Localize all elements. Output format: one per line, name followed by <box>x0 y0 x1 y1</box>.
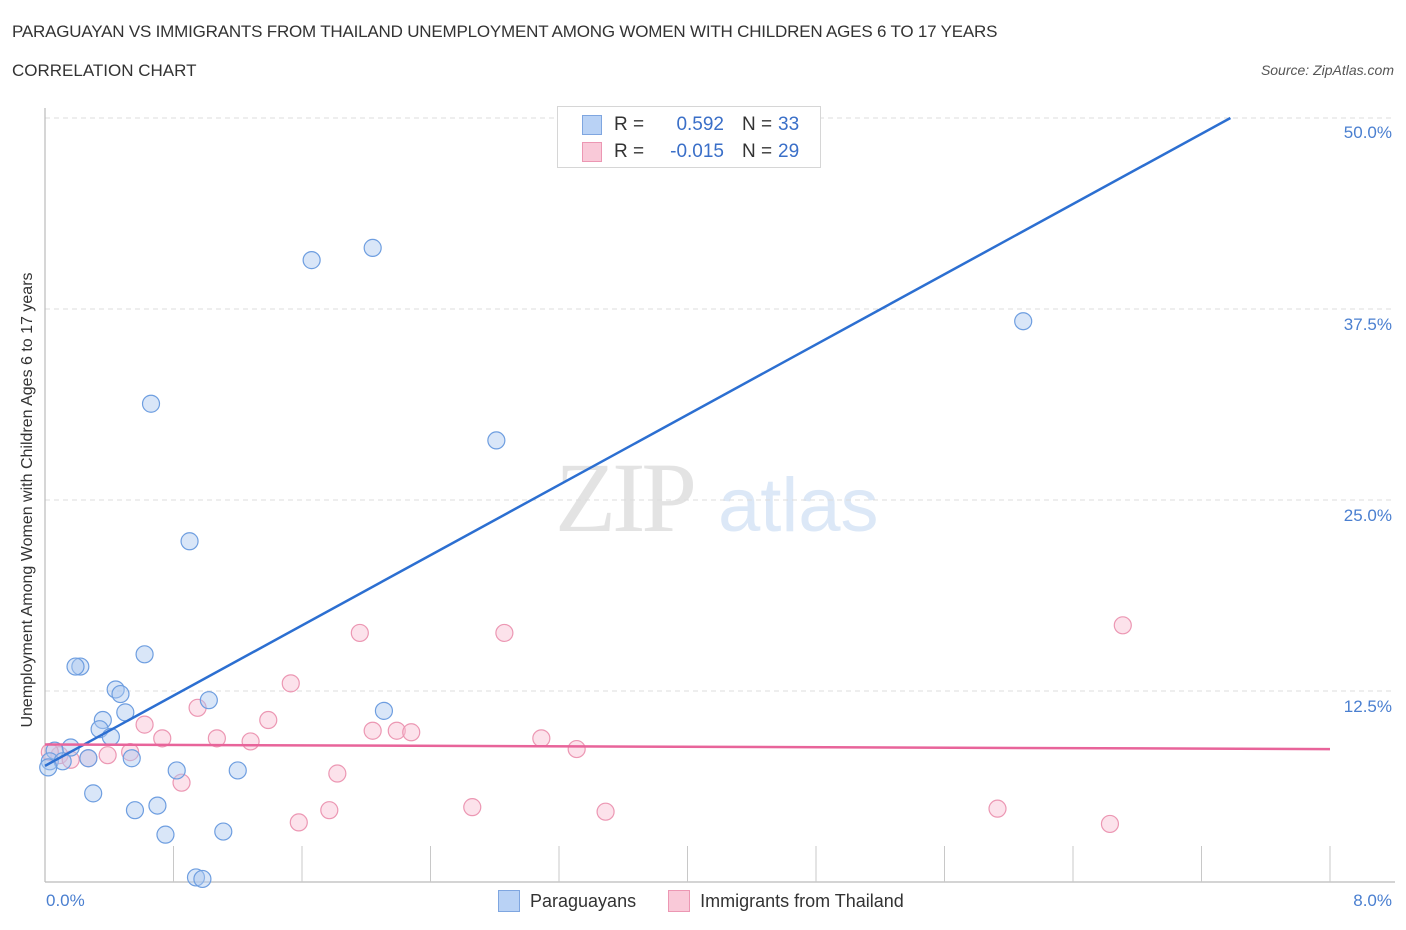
r-value: -0.015 <box>670 141 724 162</box>
legend-row-paraguayans: R = 0.592 N = 33 <box>582 114 799 136</box>
x-tick-min: 0.0% <box>46 891 85 910</box>
pink-swatch-icon <box>582 142 602 162</box>
source-label: Source: ZipAtlas.com <box>1260 62 1394 78</box>
chart-subtitle: CORRELATION CHART <box>12 61 197 80</box>
paraguayans-points <box>39 238 1033 889</box>
y-tick-50: 50.0% <box>1343 123 1392 142</box>
y-tick-12-5: 12.5% <box>1343 697 1392 716</box>
r-value: 0.592 <box>676 114 724 135</box>
y-axis-label: Unemployment Among Women with Children A… <box>19 272 36 728</box>
thailand-points <box>40 616 1132 834</box>
axes-lines <box>44 108 1395 883</box>
n-label: N = <box>742 114 773 135</box>
y-tick-25: 25.0% <box>1343 506 1392 525</box>
correlation-legend: R = 0.592 N = 33 R = -0.015 N = 29 <box>557 106 821 168</box>
legend-row-thailand: R = -0.015 N = 29 <box>582 141 799 163</box>
blue-swatch-icon <box>498 890 520 912</box>
watermark-zip: ZIP <box>555 442 697 553</box>
legend-label: Immigrants from Thailand <box>700 890 904 911</box>
legend-item-thailand[interactable]: Immigrants from Thailand <box>668 890 904 912</box>
legend-item-paraguayans[interactable]: Paraguayans <box>498 890 636 912</box>
n-value: 33 <box>778 114 800 135</box>
legend-label: Paraguayans <box>530 890 637 911</box>
x-tick-max: 8.0% <box>1353 891 1392 910</box>
r-label: R = <box>614 141 645 162</box>
gridlines <box>45 117 1395 692</box>
blue-swatch-icon <box>582 115 602 135</box>
pink-swatch-icon <box>668 890 691 912</box>
watermark-atlas: atlas <box>718 463 879 548</box>
n-label: N = <box>742 141 773 162</box>
chart-title: PARAGUAYAN VS IMMIGRANTS FROM THAILAND U… <box>12 22 998 41</box>
series-legend: Paraguayans Immigrants from Thailand <box>498 890 936 912</box>
r-label: R = <box>614 114 645 135</box>
y-tick-37-5: 37.5% <box>1343 315 1392 334</box>
trendlines <box>44 116 1331 767</box>
n-value: 29 <box>778 141 800 162</box>
